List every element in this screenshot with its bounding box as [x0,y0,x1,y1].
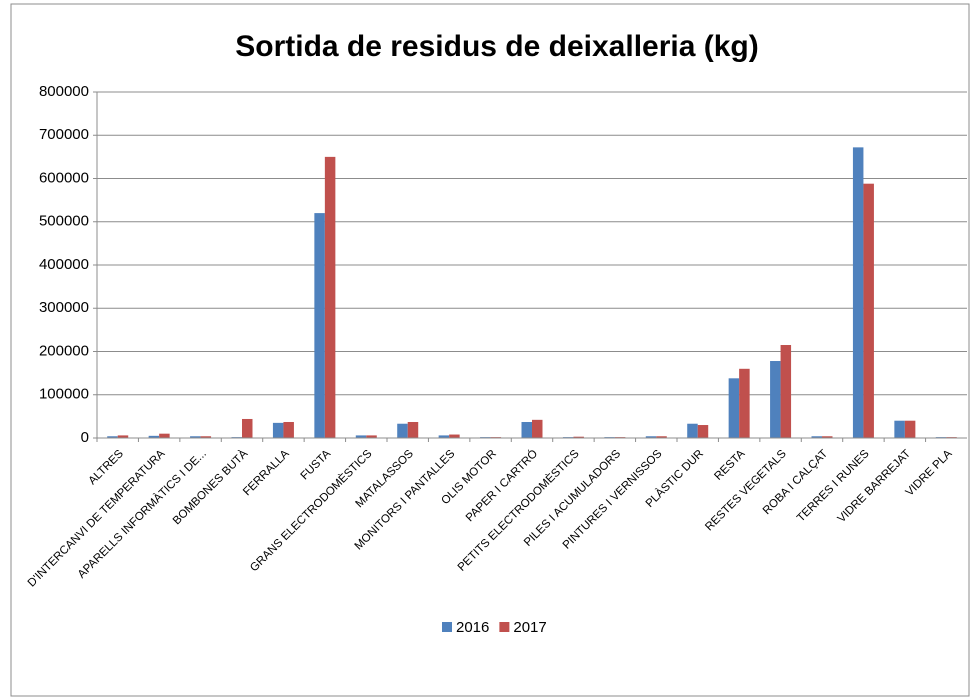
bar [697,425,709,438]
bar [521,421,532,438]
bar [324,156,336,438]
bar [728,378,740,438]
bar [656,436,667,438]
legend-label: 2016 [456,619,489,636]
bar [438,435,450,438]
bar [314,213,325,438]
legend-label: 2017 [513,619,546,636]
y-tick-label: 0 [81,429,89,446]
y-tick-label: 200000 [39,342,89,359]
bar [355,435,367,438]
y-tick-label: 500000 [39,213,89,230]
bar [283,421,294,438]
bar [117,435,129,438]
bar [366,435,377,438]
bar [242,418,253,438]
chart-title: Sortida de residus de deixalleria (kg) [235,30,759,63]
bar [904,420,916,438]
y-tick-label: 100000 [39,386,89,403]
bar [200,436,212,438]
bar [739,368,750,438]
bar [780,345,792,438]
bar [449,434,460,438]
bar [863,183,874,438]
bar [159,433,170,438]
legend-swatch [442,622,452,632]
legend-swatch [499,622,510,632]
y-tick-label: 800000 [39,83,89,100]
bar [272,422,284,438]
bar [397,423,408,438]
bar [190,436,201,438]
bar [811,436,822,438]
bar [770,361,781,438]
bar [532,419,543,438]
bar [573,436,584,438]
y-tick-label: 300000 [39,299,89,316]
chart-frame [10,3,970,697]
bar [407,421,419,438]
y-tick-label: 400000 [39,256,89,273]
bar [645,436,657,438]
bar [894,420,905,438]
bar [822,436,833,438]
bar [107,436,118,438]
y-tick-label: 700000 [39,126,89,143]
bar [687,423,698,438]
bar [852,147,864,439]
bar [148,435,160,438]
y-tick-label: 600000 [39,169,89,186]
